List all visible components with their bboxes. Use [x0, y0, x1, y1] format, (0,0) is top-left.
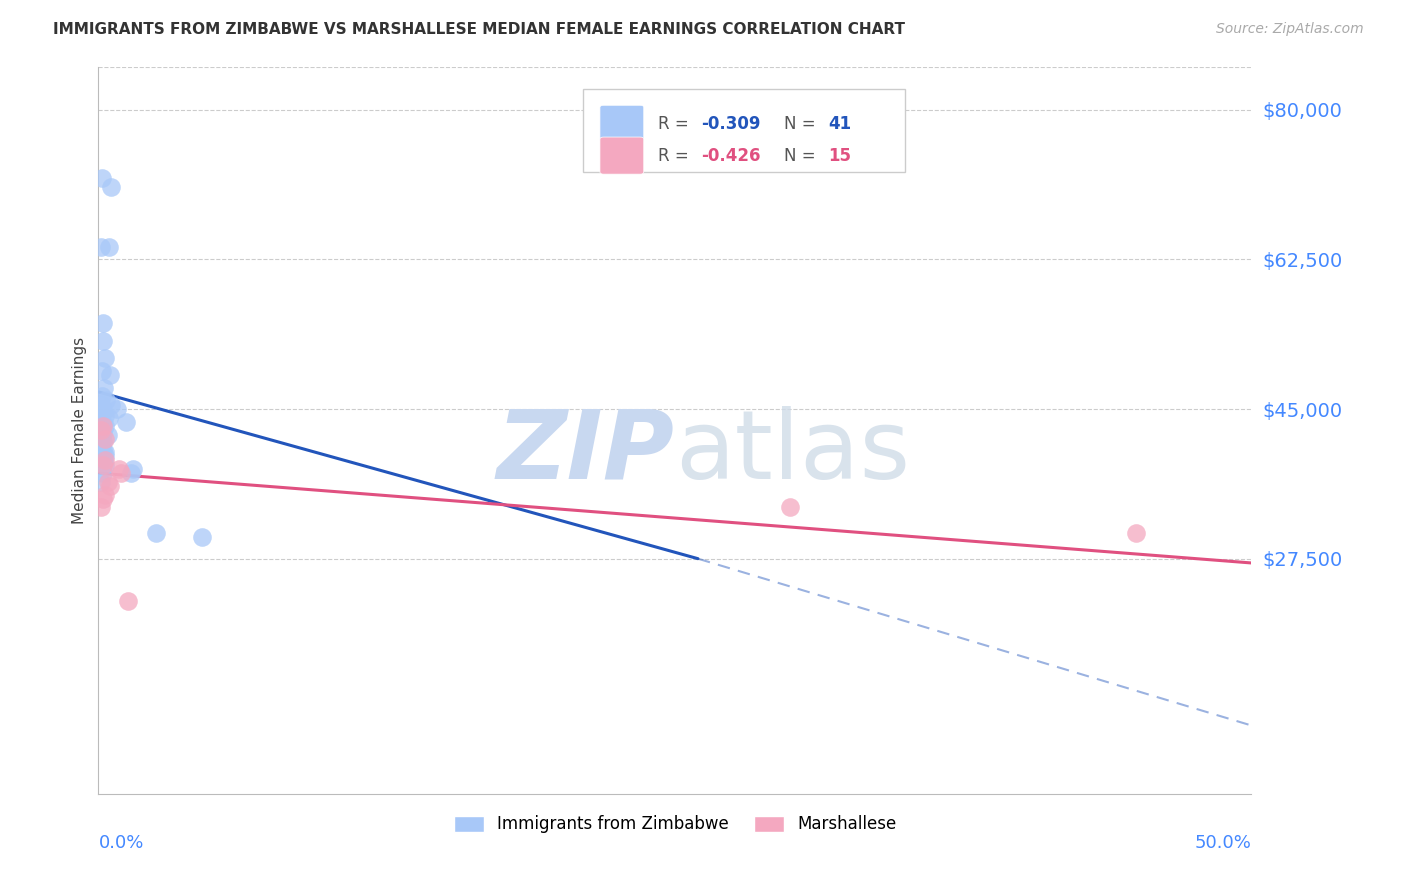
Point: [122, 462, 145, 476]
Text: -0.426: -0.426: [702, 146, 761, 165]
Point: [91, 443, 114, 458]
Point: [90, 432, 112, 446]
Point: [110, 466, 132, 480]
Point: [120, 466, 142, 480]
Text: IMMIGRANTS FROM ZIMBABWE VS MARSHALLESE MEDIAN FEMALE EARNINGS CORRELATION CHART: IMMIGRANTS FROM ZIMBABWE VS MARSHALLESE …: [53, 22, 905, 37]
Point: [91, 455, 114, 469]
Point: [117, 594, 139, 608]
Point: [91, 451, 114, 466]
Text: 15: 15: [828, 146, 851, 165]
Point: [97, 239, 120, 253]
Point: [97, 475, 120, 489]
Point: [90, 239, 112, 253]
Point: [97, 410, 120, 425]
Text: atlas: atlas: [675, 406, 910, 499]
Point: [93, 381, 115, 395]
Point: [91, 402, 114, 417]
Point: [94, 409, 117, 423]
Point: [90, 171, 112, 186]
FancyBboxPatch shape: [600, 105, 644, 143]
Point: [108, 462, 131, 476]
Point: [100, 398, 122, 412]
Text: ZIP: ZIP: [496, 406, 675, 499]
Point: [100, 179, 122, 194]
Point: [94, 449, 117, 463]
Text: N =: N =: [785, 146, 821, 165]
Point: [90, 475, 112, 489]
Point: [91, 419, 114, 434]
Point: [90, 415, 112, 429]
FancyBboxPatch shape: [600, 137, 644, 174]
Point: [115, 415, 138, 429]
Point: [96, 393, 118, 408]
FancyBboxPatch shape: [582, 88, 905, 172]
Text: 0.0%: 0.0%: [98, 834, 143, 852]
Text: Source: ZipAtlas.com: Source: ZipAtlas.com: [1216, 22, 1364, 37]
Point: [91, 406, 114, 420]
Point: [94, 419, 117, 434]
Point: [91, 491, 114, 506]
Point: [90, 363, 112, 377]
Point: [91, 425, 114, 440]
Point: [98, 479, 121, 493]
Text: 50.0%: 50.0%: [1195, 834, 1251, 852]
Point: [94, 444, 117, 458]
Text: 41: 41: [828, 115, 852, 133]
Point: [94, 487, 117, 501]
Point: [90, 424, 112, 438]
Point: [94, 458, 117, 472]
Point: [105, 402, 128, 417]
Point: [91, 417, 114, 432]
Point: [94, 432, 117, 446]
Point: [90, 500, 112, 515]
Point: [1125, 526, 1147, 541]
Point: [779, 500, 801, 515]
Point: [91, 334, 114, 348]
Point: [91, 434, 114, 449]
Text: -0.309: -0.309: [702, 115, 761, 133]
Point: [90, 389, 112, 403]
Point: [98, 368, 121, 382]
Legend: Immigrants from Zimbabwe, Marshallese: Immigrants from Zimbabwe, Marshallese: [447, 809, 903, 840]
Point: [90, 441, 112, 455]
Text: R =: R =: [658, 146, 693, 165]
Text: R =: R =: [658, 115, 693, 133]
Text: N =: N =: [785, 115, 821, 133]
Point: [191, 530, 214, 544]
Y-axis label: Median Female Earnings: Median Female Earnings: [72, 337, 87, 524]
Point: [91, 466, 114, 480]
Point: [91, 458, 114, 472]
Point: [91, 317, 114, 331]
Point: [90, 398, 112, 412]
Point: [97, 427, 120, 442]
Point: [94, 351, 117, 365]
Point: [94, 453, 117, 467]
Point: [145, 526, 167, 541]
Point: [90, 424, 112, 438]
